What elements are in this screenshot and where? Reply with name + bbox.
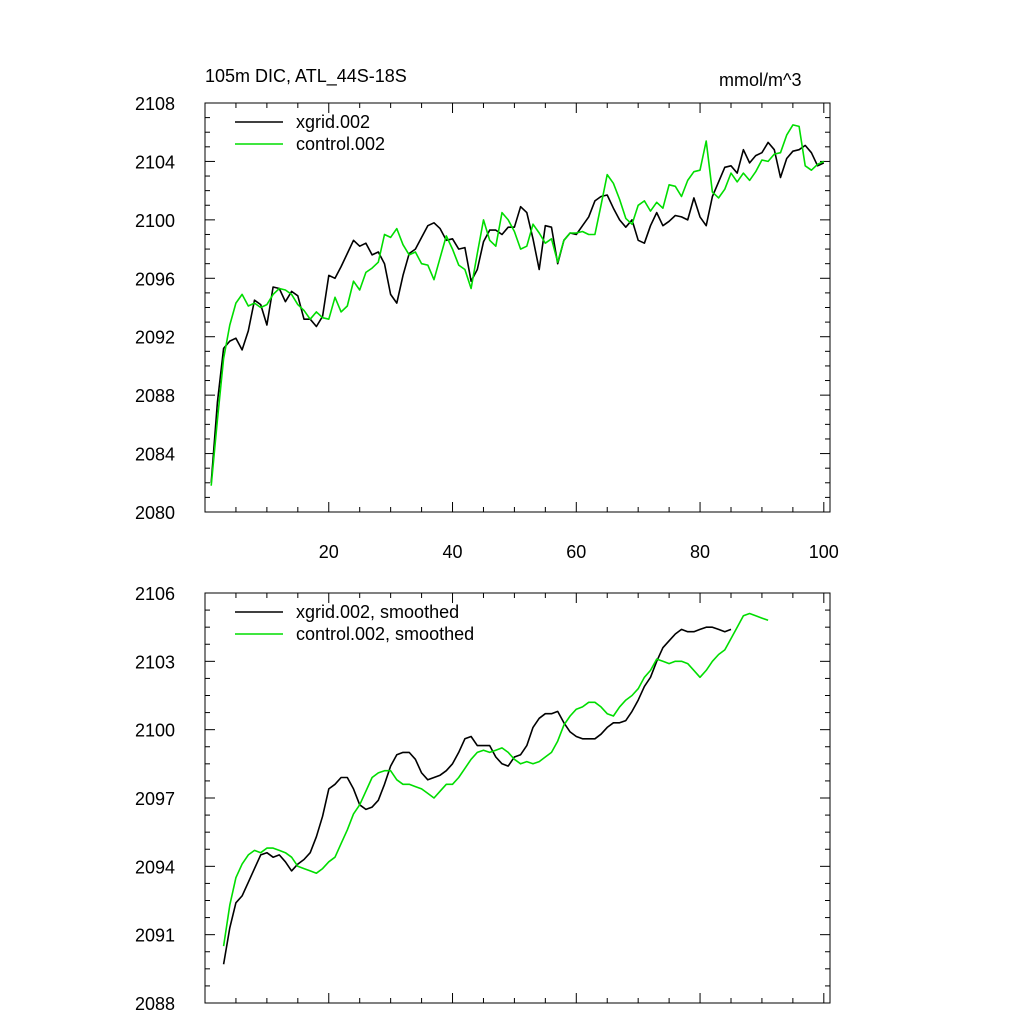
panel2-series-1-line	[222, 626, 732, 965]
panel1-xtick-label: 20	[319, 542, 339, 562]
panel2-ytick-label: 2100	[135, 721, 175, 741]
panel2-ytick-label: 2097	[135, 789, 175, 809]
panel1-legend-label-1: xgrid.002	[296, 112, 370, 132]
panel1-xtick-label: 40	[443, 542, 463, 562]
panel2-ytick-label: 2091	[135, 926, 175, 946]
panel1-ytick-label: 2080	[135, 503, 175, 523]
panel1-ytick-label: 2096	[135, 269, 175, 289]
panel2-series-2-line	[222, 612, 769, 947]
panel1-series-1-line	[210, 141, 825, 483]
panel1-xtick-label: 60	[566, 542, 586, 562]
units-label: mmol/m^3	[719, 70, 802, 90]
panel2-legend-label-2: control.002, smoothed	[296, 624, 474, 644]
panel1-frame	[204, 102, 831, 513]
panel1-ytick-label: 2104	[135, 152, 175, 172]
panel1-ytick-label: 2088	[135, 386, 175, 406]
panel1-legend-label-2: control.002	[296, 134, 385, 154]
panel1-xtick-label: 80	[690, 542, 710, 562]
panel2-legend-label-1: xgrid.002, smoothed	[296, 602, 459, 622]
panel1-ytick-label: 2108	[135, 94, 175, 114]
panel2-ytick-label: 2106	[135, 584, 175, 604]
panel1-xtick-label: 100	[809, 542, 839, 562]
panel1-ytick-label: 2092	[135, 328, 175, 348]
panel2-ytick-label: 2094	[135, 857, 175, 877]
panel1-ytick-label: 2084	[135, 445, 175, 465]
chart-title-left: 105m DIC, ATL_44S-18S	[205, 66, 407, 86]
panel2-ytick-label: 2088	[135, 994, 175, 1014]
panel1-ytick-label: 2100	[135, 211, 175, 231]
panel2-ytick-label: 2103	[135, 652, 175, 672]
panel1-series-2-line	[210, 124, 825, 486]
panel2-frame	[204, 592, 831, 1004]
